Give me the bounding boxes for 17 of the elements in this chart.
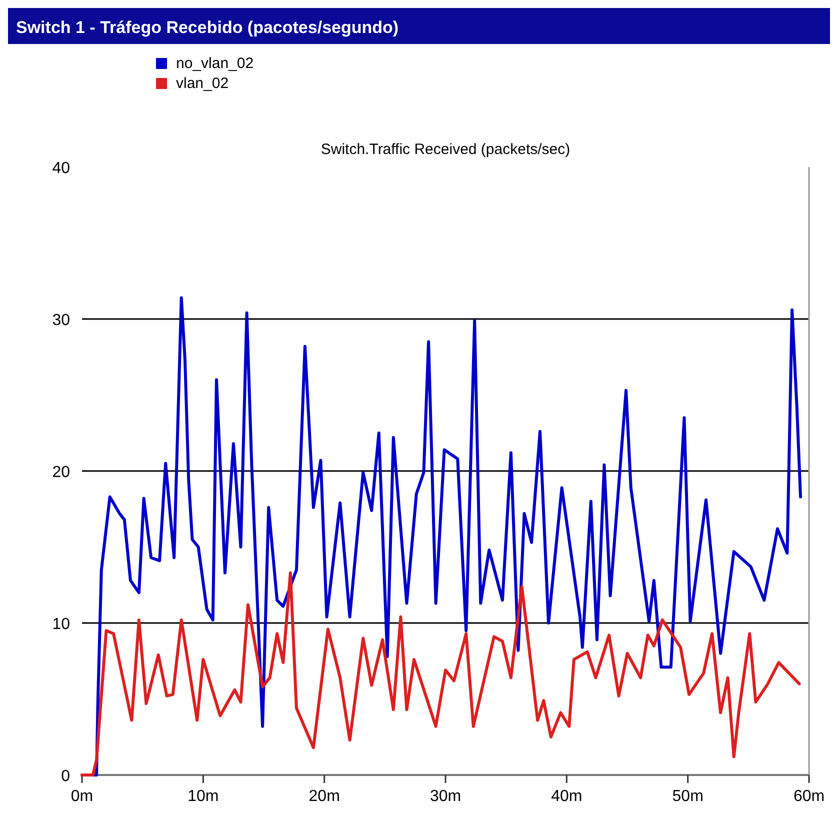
y-tick-label: 20 bbox=[52, 464, 70, 481]
y-tick-label: 10 bbox=[52, 616, 70, 633]
x-tick-label: 50m bbox=[672, 788, 704, 805]
line-series bbox=[80, 571, 801, 776]
x-tick-label: 0m bbox=[70, 788, 94, 805]
x-tick-label: 60m bbox=[793, 788, 825, 805]
chart-subtitle: Switch.Traffic Received (packets/sec) bbox=[320, 141, 570, 158]
x-tick-label: 10m bbox=[188, 788, 219, 805]
x-tick-label: 20m bbox=[308, 788, 340, 805]
x-tick-label: 40m bbox=[551, 788, 582, 805]
legend-label: vlan_02 bbox=[176, 75, 229, 92]
legend-label: no_vlan_02 bbox=[176, 55, 254, 72]
y-tick-label: 40 bbox=[52, 160, 70, 177]
x-tick-label: 30m bbox=[430, 788, 462, 805]
y-tick-label: 0 bbox=[61, 768, 70, 785]
chart-title: Switch 1 - Tráfego Recebido (pacotes/segundo) bbox=[16, 18, 399, 37]
y-tick-label: 30 bbox=[52, 312, 70, 329]
